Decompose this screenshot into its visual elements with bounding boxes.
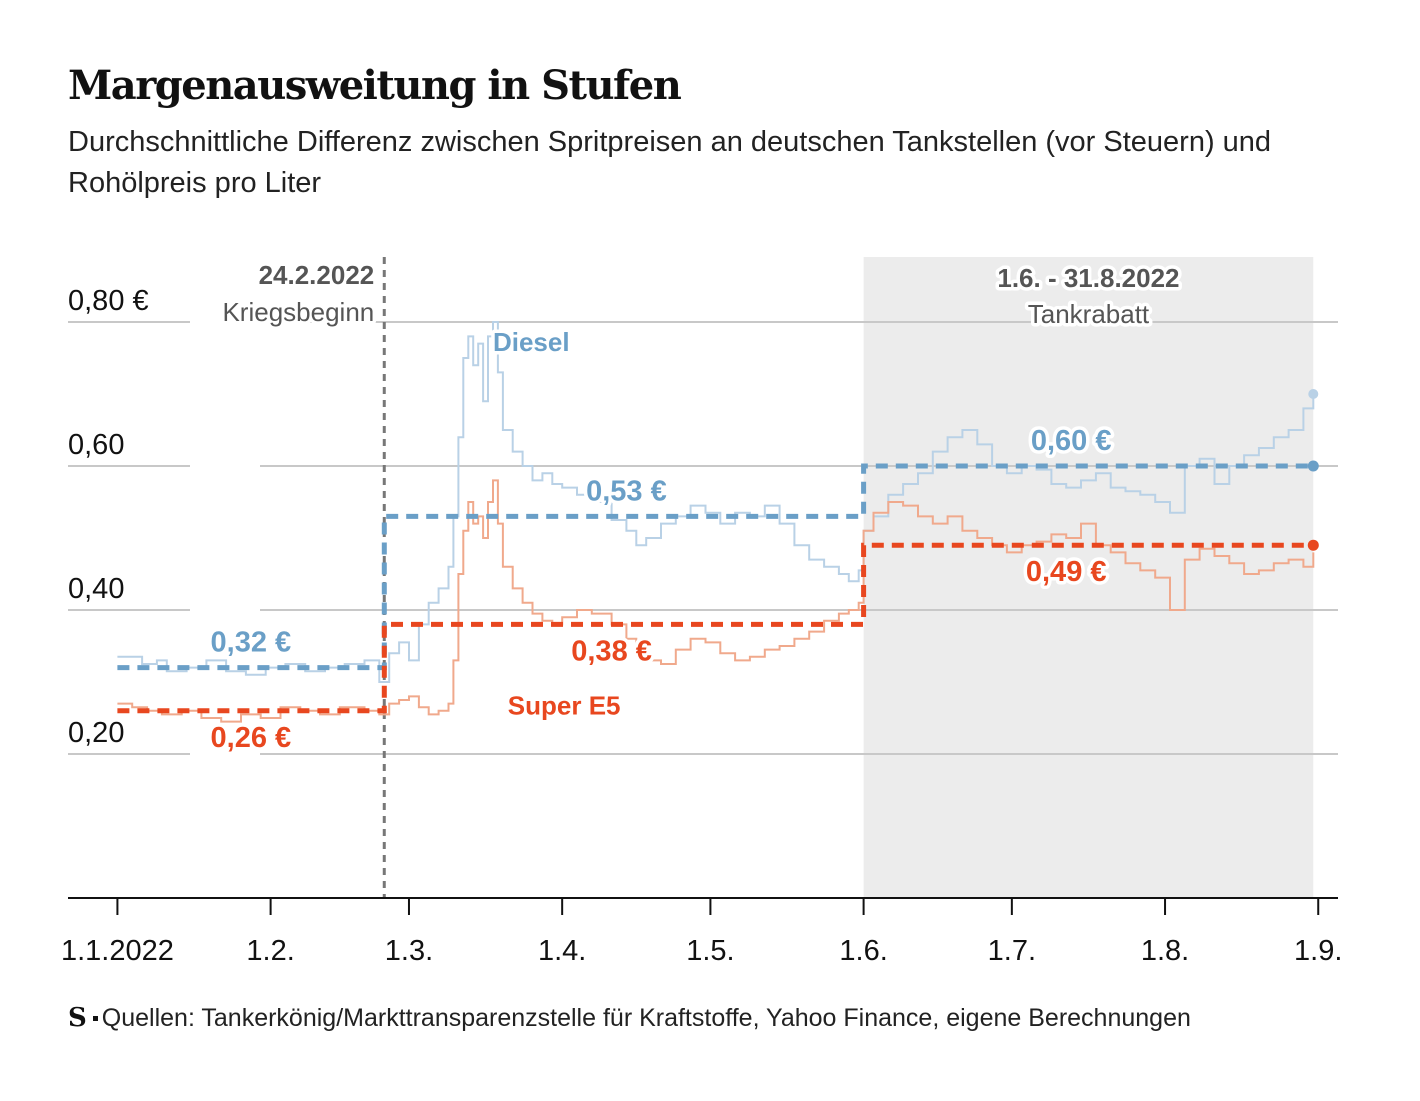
x-tick-label-8: 1.9. (1294, 935, 1342, 967)
value-label-1-halo: 0,53 € (586, 475, 667, 507)
value-label-3-text: 0,26 € (211, 722, 292, 754)
y-tick-label-0: 0,20 (68, 717, 124, 749)
tankrabatt-date-halo: 1.6. - 31.8.2022 (997, 263, 1179, 293)
tankrabatt-date-text: 1.6. - 31.8.2022 (997, 263, 1179, 293)
value-label-3-halo: 0,26 € (211, 722, 292, 754)
x-tick-label-5: 1.6. (839, 935, 887, 967)
value-label-0-halo: 0,32 € (211, 627, 292, 659)
value-label-4: 0,38 €0,38 € (568, 632, 656, 671)
value-label-5-halo: 0,49 € (1026, 556, 1107, 588)
spiegel-logo-icon: S (68, 1003, 87, 1033)
war-start-date-text: 24.2.2022 (259, 260, 375, 290)
value-label-5-text: 0,49 € (1026, 556, 1107, 588)
step-average-super-e5 (117, 542, 1314, 714)
value-label-2-halo: 0,60 € (1031, 425, 1112, 457)
value-label-1: 0,53 €0,53 € (583, 472, 671, 511)
chart-title: Margenausweitung in Stufen (68, 62, 682, 109)
diesel-end-point (1308, 389, 1319, 399)
step-average-end-super-e5 (1307, 539, 1319, 551)
source-note: Quellen: Tankerkönig/Markttransparenzste… (101, 1003, 1191, 1032)
x-tick-label-4: 1.5. (686, 935, 734, 967)
x-tick-label-6: 1.7. (988, 935, 1036, 967)
series-name-label-1-text: Super E5 (508, 690, 621, 720)
series-name-label-1-halo: Super E5 (508, 690, 621, 720)
value-label-0-text: 0,32 € (211, 627, 292, 659)
step-average-end-diesel (1307, 460, 1319, 472)
value-label-1-text: 0,53 € (586, 475, 667, 507)
tankrabatt-label-text: Tankrabatt (1028, 299, 1150, 329)
war-start-date-halo: 24.2.2022 (259, 260, 375, 290)
step-average-diesel (117, 463, 1314, 671)
value-label-4-text: 0,38 € (571, 635, 652, 667)
y-tick-label-1: 0,40 (68, 573, 124, 605)
value-label-5: 0,49 €0,49 € (1022, 553, 1110, 592)
value-label-4-halo: 0,38 € (571, 635, 652, 667)
series-name-label-0-halo: Diesel (493, 327, 570, 357)
y-tick-label-3: 0,80 € (68, 285, 149, 317)
series-line-diesel (117, 321, 1315, 683)
chart-subtitle: Durchschnittliche Differenz zwischen Spr… (68, 126, 1272, 199)
series-line-super-e5 (117, 479, 1315, 723)
value-label-2-text: 0,60 € (1031, 425, 1112, 457)
x-tick-label-1: 1.2. (246, 935, 294, 967)
value-label-3: 0,26 €0,26 € (207, 718, 295, 757)
x-tick-label-3: 1.4. (538, 935, 586, 967)
tankrabatt-label-halo: Tankrabatt (1028, 299, 1150, 329)
value-label-2: 0,60 €0,60 € (1027, 422, 1115, 461)
tankrabatt-period-shade (863, 257, 1314, 898)
war-start-label-halo: Kriegsbeginn (222, 297, 374, 327)
series-name-label-0-text: Diesel (493, 327, 570, 357)
x-tick-label-2: 1.3. (385, 935, 433, 967)
separator-dot (92, 1015, 98, 1021)
chart-footer: S Quellen: Tankerkönig/Markttransparenzs… (68, 1003, 1191, 1033)
x-tick-label-0: 1.1.2022 (61, 935, 174, 967)
x-tick-label-7: 1.8. (1141, 935, 1189, 967)
value-label-0: 0,32 €0,32 € (207, 623, 295, 662)
war-start-label-text: Kriegsbeginn (222, 297, 374, 327)
y-tick-label-2: 0,60 (68, 429, 124, 461)
